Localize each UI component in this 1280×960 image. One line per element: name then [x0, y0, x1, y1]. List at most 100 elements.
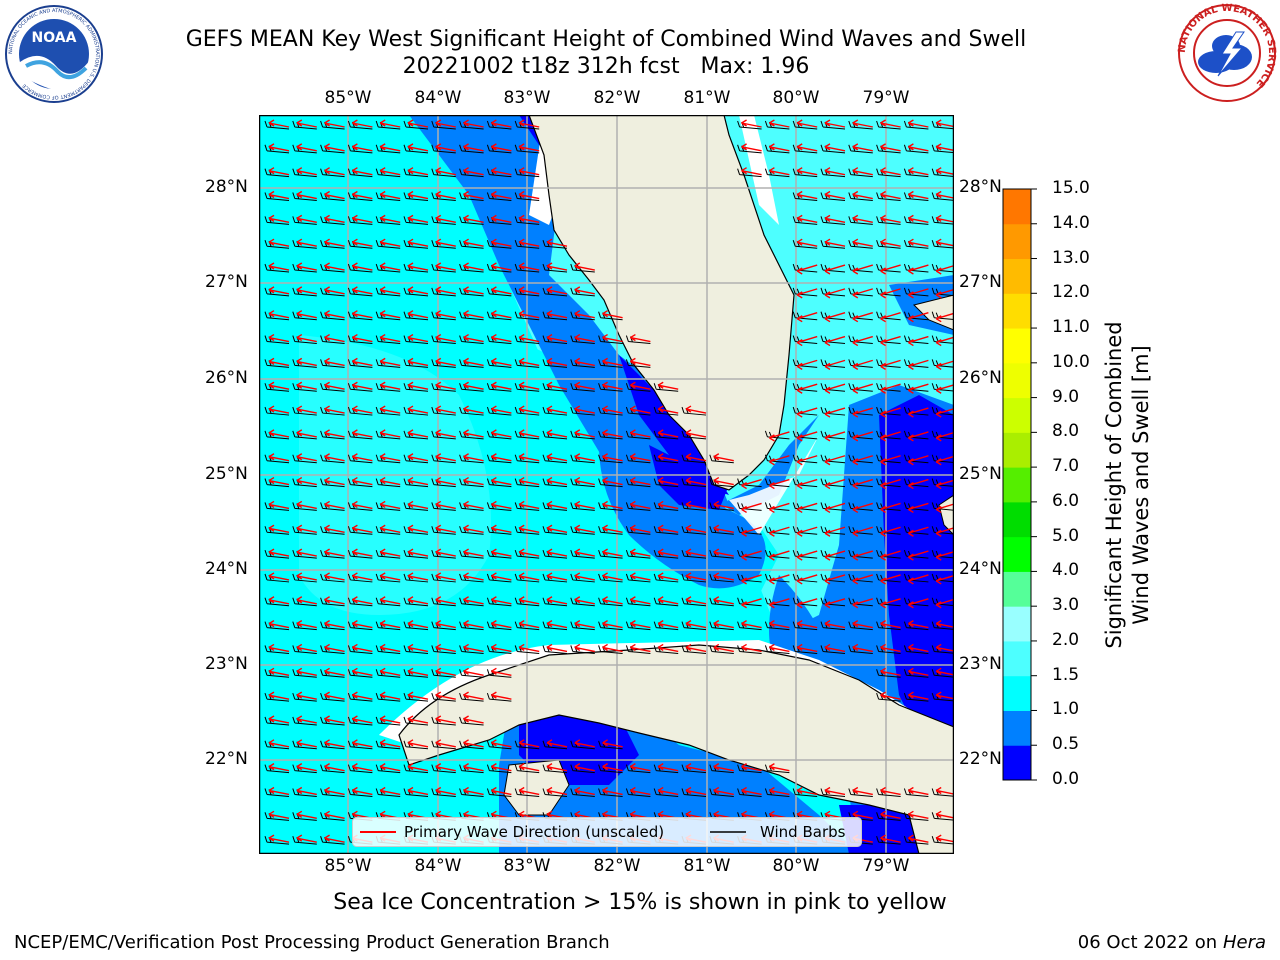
wave-direction-arrow: [657, 643, 679, 653]
wave-direction-arrow: [741, 502, 762, 514]
lat-label-left: 24°N: [205, 559, 248, 579]
colorbar-tick-label: 2.0: [1052, 629, 1080, 650]
wave-direction-arrow: [324, 500, 345, 510]
wave-direction-arrow: [379, 119, 401, 128]
wave-direction-arrow: [657, 453, 679, 462]
wave-direction-arrow: [296, 739, 317, 748]
wave-direction-arrow: [574, 476, 595, 486]
wave-direction-arrow: [769, 502, 790, 514]
wave-direction-arrow: [546, 333, 568, 343]
colorbar-tick-label: 3.0: [1052, 595, 1080, 616]
wave-direction-arrow: [324, 715, 345, 724]
lat-label-right: 24°N: [959, 559, 1002, 579]
wave-direction-arrow: [713, 476, 734, 486]
wave-direction-arrow: [407, 119, 429, 128]
wave-direction-arrow: [713, 548, 734, 557]
map-frame: [259, 115, 954, 854]
wave-direction-arrow: [546, 286, 568, 295]
wave-direction-arrow: [769, 431, 790, 442]
wave-direction-arrow: [463, 572, 484, 581]
wave-direction-arrow: [491, 453, 512, 462]
wave-direction-arrow: [268, 548, 290, 557]
wave-direction-arrow: [296, 596, 317, 605]
wave-direction-arrow: [324, 691, 345, 700]
colorbar-segment: [1003, 675, 1031, 711]
wave-direction-arrow: [296, 214, 317, 224]
wave-direction-arrow: [852, 478, 874, 490]
wave-direction-arrow: [880, 119, 901, 128]
wave-direction-arrow: [880, 643, 901, 653]
bahamas-dark-region: [879, 395, 954, 795]
wave-direction-arrow: [463, 286, 484, 295]
wave-direction-arrow: [296, 310, 317, 319]
wave-direction-arrow: [685, 405, 707, 414]
wave-direction-arrow: [685, 429, 707, 438]
colorbar-segment: [1003, 328, 1031, 364]
wave-direction-arrow: [546, 262, 568, 271]
wave-direction-arrow: [379, 548, 401, 557]
wave-direction-arrow: [574, 381, 595, 390]
wave-direction-arrow: [741, 598, 762, 609]
wave-direction-arrow: [796, 143, 818, 152]
wave-direction-arrow: [880, 264, 901, 275]
wave-direction-arrow: [491, 691, 512, 700]
wave-direction-arrow: [852, 167, 873, 176]
wave-direction-arrow: [324, 405, 345, 414]
credit-date: 06 Oct 2022 on Hera: [1078, 932, 1266, 953]
wave-direction-arrow: [685, 548, 707, 557]
wave-direction-arrow: [574, 739, 595, 748]
wave-direction-arrow: [824, 383, 846, 394]
wave-direction-arrow: [463, 524, 484, 533]
colorbar-tick-label: 6.0: [1052, 490, 1080, 511]
wave-direction-arrow: [852, 431, 874, 442]
colorbar-segment: [1003, 745, 1031, 781]
wave-direction-arrow: [518, 310, 540, 319]
wave-direction-arrow: [630, 429, 651, 438]
wave-direction-arrow: [796, 312, 818, 323]
wave-direction-arrow: [908, 214, 929, 224]
wave-direction-arrow: [268, 524, 290, 533]
wave-direction-arrow: [352, 262, 373, 271]
wave-direction-arrow: [352, 453, 373, 462]
wave-direction-arrow: [491, 620, 512, 629]
wave-direction-arrow: [824, 238, 846, 247]
wave-direction-arrow: [908, 502, 929, 514]
wave-direction-arrow: [324, 476, 345, 486]
wave-direction-arrow: [796, 167, 818, 176]
wave-direction-arrow: [435, 214, 456, 224]
wave-direction-arrow: [824, 312, 846, 323]
wave-direction-arrow: [685, 476, 707, 486]
wave-direction-arrow: [657, 786, 679, 796]
wave-direction-arrow: [352, 143, 373, 152]
coastal-mask: [739, 115, 779, 225]
wave-direction-arrow: [491, 190, 512, 200]
wave-direction-arrow: [352, 119, 373, 128]
lon-label-top: 79°W: [862, 88, 910, 108]
wave-direction-arrow: [407, 190, 429, 200]
wave-direction-arrow: [268, 333, 290, 343]
wave-direction-arrow: [407, 691, 429, 700]
wave-direction-arrow: [602, 548, 623, 557]
wave-direction-arrow: [324, 548, 345, 557]
wave-direction-arrow: [602, 405, 623, 414]
wave-direction-arrow: [630, 476, 651, 486]
wave-direction-arrow: [546, 763, 568, 772]
wave-direction-arrow: [908, 455, 929, 466]
wave-direction-arrow: [352, 167, 373, 176]
colorbar-segment: [1003, 606, 1031, 642]
wave-direction-arrow: [435, 763, 456, 772]
wave-direction-arrow: [352, 715, 373, 724]
wave-direction-arrow: [379, 357, 401, 367]
wave-direction-arrow: [268, 238, 290, 247]
wave-direction-arrow: [352, 286, 373, 295]
wave-direction-arrow: [908, 667, 929, 676]
wave-direction-arrow: [463, 333, 484, 343]
wave-direction-arrow: [296, 643, 317, 653]
colorbar-tick-label: 14.0: [1052, 212, 1090, 233]
wave-direction-arrow: [324, 524, 345, 533]
wave-direction-arrow: [268, 763, 290, 772]
wave-direction-arrow: [574, 429, 595, 438]
colorbar-tick-label: 9.0: [1052, 386, 1080, 407]
wave-direction-arrow: [824, 407, 846, 418]
wave-direction-arrow: [324, 310, 345, 319]
